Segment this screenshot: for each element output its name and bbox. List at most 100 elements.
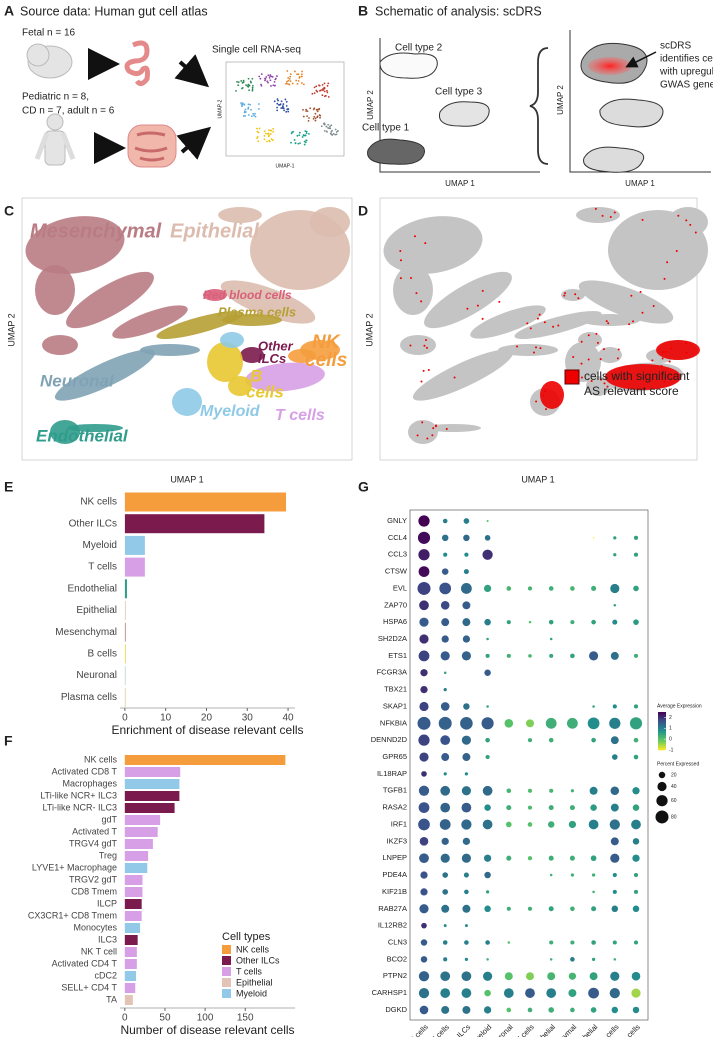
dot: [633, 585, 639, 592]
cell-dot: [247, 103, 250, 106]
cell-dot: [240, 102, 242, 104]
significant-cell: [552, 325, 555, 328]
gene-label: CCL4: [388, 533, 407, 542]
dot: [613, 958, 617, 961]
significant-cell: [609, 215, 612, 218]
cluster-region: [156, 311, 244, 339]
significant-cell: [399, 250, 402, 253]
cluster-region: [218, 207, 262, 223]
dot: [464, 889, 469, 895]
dot: [547, 821, 555, 828]
plot-frame: [21, 197, 353, 461]
cell-dot: [248, 84, 251, 87]
cell-dot: [315, 85, 318, 88]
significant-cell: [424, 338, 427, 341]
dot: [419, 837, 429, 846]
cell-dot: [260, 83, 262, 86]
dot: [418, 802, 430, 814]
cell-dot: [269, 133, 272, 135]
bar: [124, 644, 126, 664]
x-tick-label: 100: [197, 1013, 214, 1024]
dot: [506, 906, 511, 911]
dot: [418, 650, 430, 662]
category-label: Myeloid: [83, 540, 117, 551]
dot: [484, 871, 491, 879]
significant-cell: [630, 294, 633, 297]
dot: [420, 871, 428, 879]
cell-dot: [257, 140, 260, 143]
cell-dot: [289, 75, 292, 78]
cell-dot: [283, 109, 286, 112]
dot: [613, 553, 617, 557]
bar: [124, 514, 265, 534]
category-label: LTi-like NCR- ILC3: [42, 802, 117, 812]
category-label: gdT: [101, 814, 117, 824]
cell-dot: [258, 127, 261, 130]
dot: [484, 669, 491, 676]
dot: [441, 618, 450, 627]
cell-dot: [289, 80, 292, 83]
dot: [486, 705, 489, 708]
dot: [590, 855, 597, 862]
cell-dot: [264, 132, 267, 135]
significant-cell: [602, 348, 605, 351]
legend-label: NK cells: [236, 944, 270, 954]
cell-dot: [270, 85, 272, 87]
cell-type-label: Cell type 1: [362, 123, 410, 134]
panel-letter: A: [4, 3, 14, 19]
x-tick-label: 10: [160, 713, 172, 724]
dot: [505, 821, 512, 828]
size-key: [658, 771, 666, 779]
cohort-label: Fetal n = 16: [22, 28, 76, 39]
x-tick-label: 30: [242, 713, 254, 724]
cluster-region: [393, 265, 433, 315]
significant-cell: [628, 323, 631, 326]
significant-cell: [420, 300, 423, 303]
bar: [124, 863, 148, 873]
dot: [463, 518, 470, 524]
dot: [633, 535, 639, 540]
gene-label: CTSW: [385, 567, 408, 576]
gene-label: RASA2: [382, 803, 407, 812]
dot: [461, 651, 471, 661]
gene-label: CARHSP1: [372, 988, 407, 997]
significant-cell: [675, 249, 678, 252]
significant-cells: [540, 381, 564, 409]
category-label: TRGV4 gdT: [69, 838, 118, 848]
cell-dot: [330, 124, 333, 127]
axis-label: Number of disease relevant cells: [120, 1023, 294, 1037]
dot: [441, 568, 449, 575]
dot: [545, 717, 557, 729]
cell-dot: [236, 80, 238, 83]
dot: [485, 653, 490, 658]
significant-cell: [590, 379, 593, 382]
significant-cell: [663, 380, 666, 383]
cell-dot: [256, 137, 259, 140]
plot-frame: [379, 197, 698, 461]
dot: [464, 772, 469, 776]
cell-dot: [286, 80, 288, 83]
cell-dot: [268, 77, 271, 79]
gene-label: GNLY: [387, 516, 407, 525]
category-label: CD8 Tmem: [71, 886, 117, 896]
colorbar: [658, 729, 666, 732]
cell-dot: [326, 91, 329, 94]
dot: [527, 788, 533, 793]
cohort-label: CD n = 7, adult n = 6: [22, 106, 115, 117]
gene-label: IL12RB2: [378, 921, 407, 930]
cell-dot: [326, 89, 328, 92]
legend-swatch: [564, 369, 580, 385]
significant-cell: [526, 322, 529, 325]
dot: [462, 601, 471, 610]
dot: [632, 838, 640, 845]
dot: [443, 957, 448, 962]
cluster-label: Myeloid: [200, 403, 261, 420]
cell-dot: [279, 103, 282, 106]
cell-dot: [272, 84, 275, 87]
dot: [592, 705, 595, 708]
gene-label: EVL: [393, 583, 407, 592]
cell-dot: [243, 103, 245, 105]
cell-dot: [266, 140, 268, 143]
significant-cell: [427, 369, 430, 372]
significant-cell: [445, 427, 448, 430]
